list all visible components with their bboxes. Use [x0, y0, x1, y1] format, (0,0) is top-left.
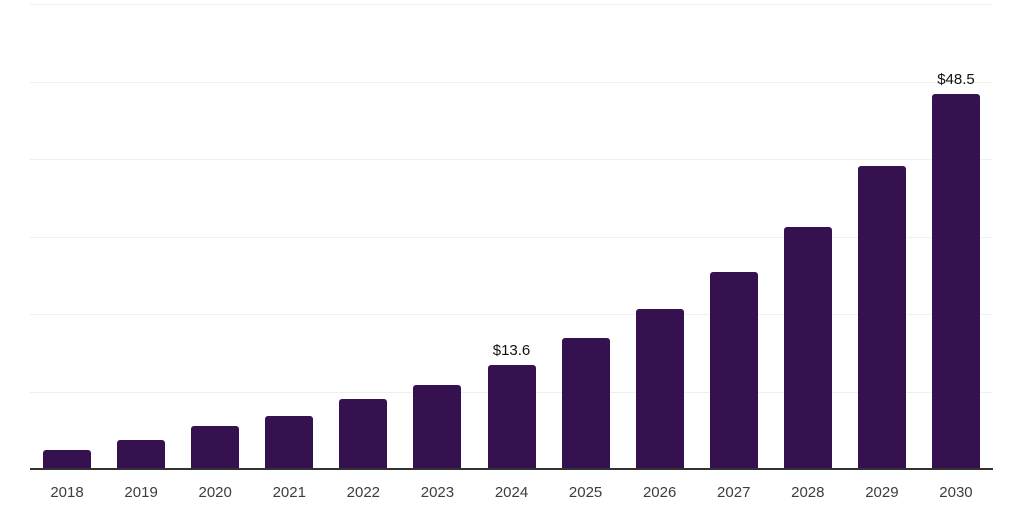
bar-slot-2024: $13.6 [474, 5, 548, 470]
bar-slot-2026 [623, 5, 697, 470]
bar-slot-2019 [104, 5, 178, 470]
bar-2022 [339, 398, 388, 470]
x-tick-2018: 2018 [50, 484, 84, 501]
bar-slot-2023 [400, 5, 474, 470]
gridline-40 [30, 159, 993, 161]
bar-value-label-2024: $13.6 [492, 341, 531, 359]
bar-2029 [857, 166, 906, 470]
bar-2020 [191, 425, 240, 470]
bar-slot-2028 [771, 5, 845, 470]
x-axis-labels: 2018 2019 2020 2021 2022 2023 2024 2025 2026 2027… [30, 484, 993, 501]
gridline-50 [30, 81, 993, 83]
x-tick-2027: 2027 [717, 484, 751, 501]
gridline-30 [30, 236, 993, 238]
bar-2030 [931, 94, 980, 470]
gridline-60 [30, 4, 993, 5]
x-tick-2026: 2026 [642, 484, 677, 501]
bar-slot-2027 [697, 5, 771, 470]
x-tick-2022: 2022 [346, 484, 381, 501]
bar-slot-2021 [252, 5, 326, 470]
x-tick-2024: 2024 [494, 484, 529, 501]
bar-value-label-2030: $48.5 [937, 71, 975, 89]
bar-2023 [413, 384, 462, 470]
gridline-20 [30, 314, 993, 316]
bar-slot-2029 [845, 5, 919, 470]
x-tick-2025: 2025 [568, 484, 603, 501]
bar-2021 [265, 415, 314, 470]
bar-slot-2022 [326, 5, 400, 470]
bar-2024 [487, 364, 536, 470]
bar-slot-2025 [549, 5, 623, 470]
bars-row: $13.6 $48.5 [30, 5, 993, 470]
bar-2025 [561, 338, 610, 470]
bar-2018 [43, 449, 92, 470]
bar-slot-2018 [30, 5, 104, 470]
plot-area: $13.6 $48.5 [30, 4, 993, 470]
x-axis-line [30, 468, 993, 470]
x-tick-2023: 2023 [420, 484, 455, 501]
x-tick-2021: 2021 [272, 484, 306, 501]
bar-slot-2020 [178, 5, 252, 470]
bar-2026 [635, 308, 684, 470]
x-tick-2019: 2019 [124, 484, 158, 501]
x-tick-2028: 2028 [791, 484, 825, 501]
bar-2027 [709, 272, 758, 470]
x-tick-2029: 2029 [865, 484, 899, 501]
x-tick-2020: 2020 [198, 484, 232, 501]
x-tick-2030: 2030 [939, 484, 973, 501]
bar-2019 [117, 439, 166, 470]
bar-2028 [783, 227, 832, 470]
bar-slot-2030: $48.5 [919, 5, 993, 470]
